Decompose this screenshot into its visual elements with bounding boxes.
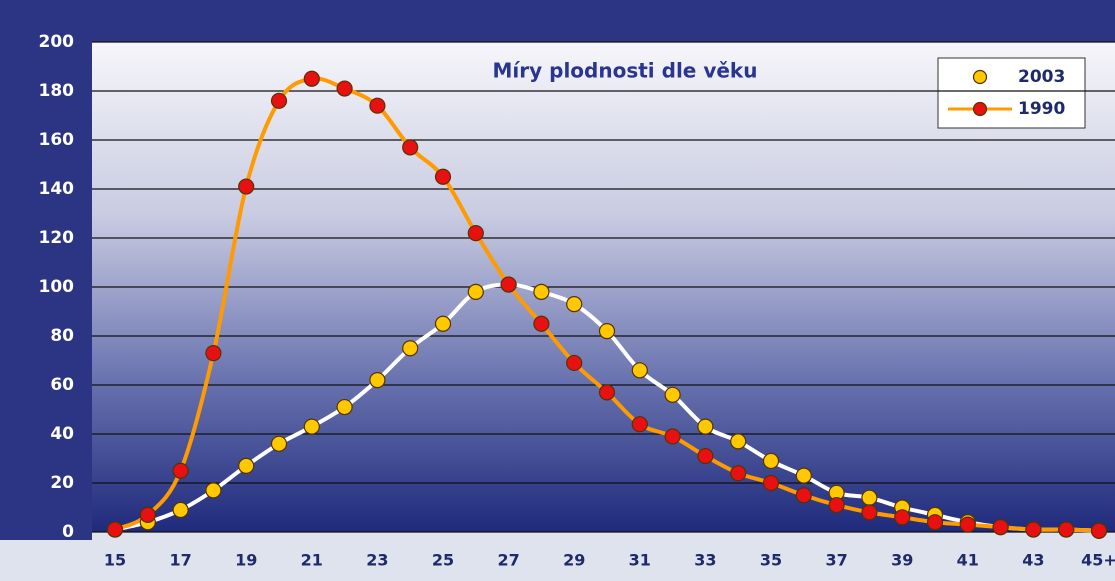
data-point (566, 296, 583, 313)
data-point (205, 345, 222, 362)
data-point (762, 474, 780, 492)
x-tick-label: 35 (760, 551, 782, 570)
y-tick-label: 200 (39, 32, 75, 52)
data-point (369, 372, 386, 389)
data-point (303, 418, 320, 435)
data-point (303, 70, 320, 87)
y-tick-label: 0 (62, 522, 74, 542)
data-point (238, 457, 255, 474)
data-point (697, 447, 714, 465)
data-point (795, 487, 812, 504)
data-point (730, 433, 747, 450)
data-point (697, 418, 714, 435)
x-tick-label: 19 (235, 551, 257, 570)
data-point (336, 398, 353, 416)
y-tick-label: 180 (39, 81, 75, 101)
data-point (238, 178, 255, 195)
y-tick-label: 120 (39, 228, 75, 248)
data-point (959, 516, 976, 533)
data-point (861, 489, 878, 506)
data-point (894, 509, 911, 526)
data-point (467, 225, 484, 242)
x-tick-label: 27 (497, 551, 519, 570)
data-point (533, 283, 550, 300)
legend-label: 1990 (1018, 99, 1065, 119)
x-tick-label: 33 (694, 551, 716, 570)
x-tick-label: 43 (1022, 551, 1044, 570)
data-point (434, 315, 452, 332)
data-point (631, 362, 648, 379)
data-point (795, 467, 812, 484)
y-tick-label: 40 (50, 424, 74, 444)
x-tick-label: 15 (104, 551, 126, 570)
chart-title: Míry plodnosti dle věku (493, 59, 758, 83)
x-tick-label: 41 (957, 551, 979, 570)
x-tick-label: 39 (891, 551, 913, 570)
y-tick-label: 60 (50, 375, 74, 395)
data-point (566, 354, 583, 372)
x-tick-label: 45+ (1081, 551, 1115, 570)
data-point (598, 384, 616, 401)
data-point (598, 323, 616, 340)
data-point (828, 496, 845, 514)
data-point (664, 428, 681, 445)
data-point (1025, 521, 1042, 538)
y-tick-label: 100 (39, 277, 75, 297)
data-point (172, 501, 189, 519)
data-point (106, 521, 124, 538)
x-axis-band (0, 540, 1115, 581)
x-tick-label: 21 (301, 551, 323, 570)
y-tick-label: 80 (50, 326, 74, 346)
data-point (1058, 521, 1075, 538)
data-point (1090, 522, 1108, 539)
data-point (402, 340, 419, 357)
x-tick-label: 29 (563, 551, 585, 570)
legend-label: 2003 (1018, 67, 1065, 87)
data-point (336, 80, 353, 97)
data-point (664, 386, 681, 403)
legend (937, 57, 1086, 129)
data-point (992, 518, 1009, 536)
legend-marker (972, 101, 988, 117)
data-point (631, 416, 648, 433)
y-tick-label: 20 (50, 473, 74, 493)
data-point (402, 139, 419, 156)
data-point (434, 168, 452, 185)
x-tick-label: 23 (366, 551, 388, 570)
legend-marker (972, 69, 988, 85)
data-point (762, 452, 780, 470)
x-axis-band (92, 532, 1115, 540)
data-point (861, 504, 878, 521)
data-point (270, 92, 288, 109)
x-tick-label: 25 (432, 551, 454, 570)
data-point (369, 97, 386, 114)
y-tick-label: 140 (39, 179, 75, 199)
x-tick-label: 31 (629, 551, 651, 570)
x-tick-label: 37 (825, 551, 847, 570)
data-point (205, 482, 222, 499)
y-tick-label: 160 (39, 130, 75, 150)
data-point (270, 435, 288, 452)
data-point (730, 465, 747, 482)
data-point (139, 506, 156, 523)
data-point (533, 315, 550, 332)
x-tick-label: 17 (169, 551, 191, 570)
data-point (926, 514, 944, 531)
data-point (500, 276, 517, 293)
data-point (467, 283, 484, 300)
data-point (172, 462, 189, 479)
